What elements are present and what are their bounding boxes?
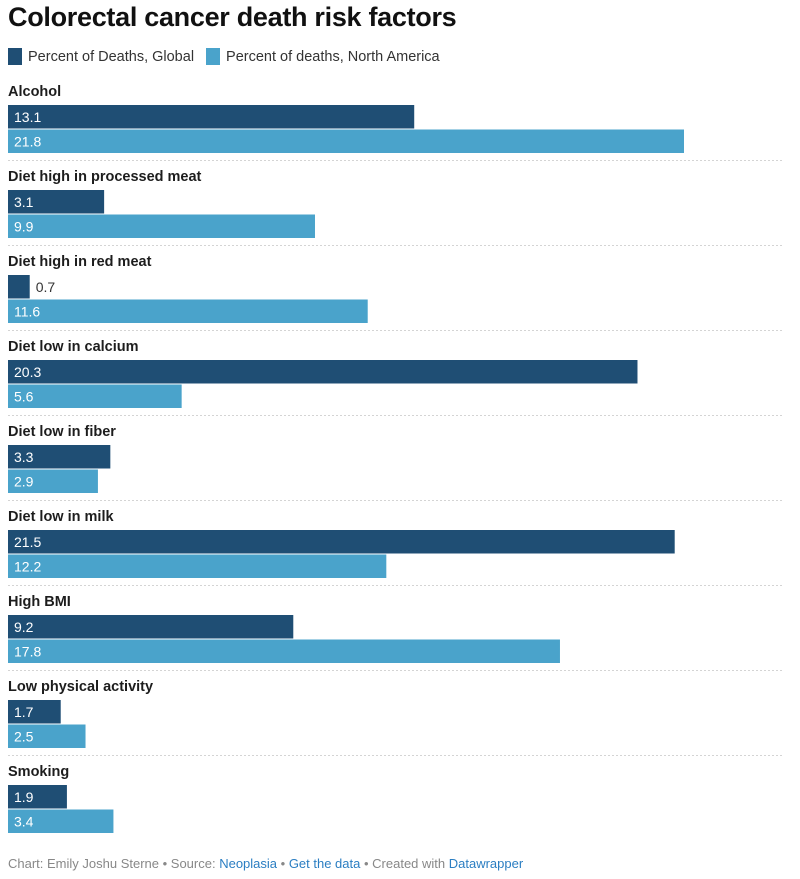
value-label-alcohol-north-america: 21.8 bbox=[14, 134, 41, 150]
source-link[interactable]: Neoplasia bbox=[219, 856, 278, 871]
footer-credit: Chart: Emily Joshu Sterne • Source: bbox=[8, 856, 220, 871]
legend: Percent of Deaths, Global Percent of dea… bbox=[8, 48, 452, 65]
value-label-high-bmi-global: 9.2 bbox=[14, 619, 34, 635]
value-label-high-bmi-north-america: 17.8 bbox=[14, 644, 41, 660]
category-label-diet-high-in-processed-meat: Diet high in processed meat bbox=[8, 169, 202, 185]
bar-diet-low-in-calcium-global[interactable] bbox=[8, 360, 638, 384]
bar-smoking-north-america[interactable] bbox=[8, 809, 114, 834]
footer-created-with: • Created with bbox=[360, 856, 449, 871]
value-label-low-physical-activity-global: 1.7 bbox=[14, 704, 34, 720]
bar-diet-low-in-fiber-global[interactable] bbox=[8, 445, 111, 469]
value-label-diet-high-in-processed-meat-north-america: 9.9 bbox=[14, 219, 34, 235]
value-label-alcohol-global: 13.1 bbox=[14, 109, 41, 125]
legend-swatch-global bbox=[8, 48, 22, 65]
value-label-diet-low-in-milk-global: 21.5 bbox=[14, 534, 41, 550]
bar-diet-high-in-processed-meat-north-america[interactable] bbox=[8, 214, 315, 239]
bar-high-bmi-global[interactable] bbox=[8, 615, 294, 639]
datawrapper-link[interactable]: Datawrapper bbox=[448, 856, 524, 871]
category-label-diet-low-in-milk: Diet low in milk bbox=[8, 509, 114, 525]
bar-diet-high-in-processed-meat-global[interactable] bbox=[8, 190, 105, 214]
bar-alcohol-north-america[interactable] bbox=[8, 129, 684, 154]
bar-diet-low-in-calcium-north-america[interactable] bbox=[8, 384, 182, 409]
legend-label-global: Percent of Deaths, Global bbox=[28, 48, 195, 65]
bar-diet-low-in-milk-global[interactable] bbox=[8, 530, 675, 554]
value-label-diet-low-in-milk-north-america: 12.2 bbox=[14, 559, 41, 575]
bar-diet-high-in-red-meat-north-america[interactable] bbox=[8, 299, 368, 324]
value-label-smoking-global: 1.9 bbox=[14, 789, 34, 805]
legend-item-global: Percent of Deaths, Global bbox=[8, 48, 194, 65]
value-label-diet-low-in-calcium-north-america: 5.6 bbox=[14, 389, 34, 405]
value-label-diet-low-in-fiber-north-america: 2.9 bbox=[14, 474, 34, 490]
bar-diet-high-in-red-meat-global[interactable] bbox=[8, 275, 30, 299]
bar-diet-low-in-fiber-north-america[interactable] bbox=[8, 469, 98, 494]
category-label-diet-low-in-calcium: Diet low in calcium bbox=[8, 339, 139, 355]
value-label-diet-high-in-red-meat-north-america: 11.6 bbox=[14, 304, 40, 320]
category-label-diet-high-in-red-meat: Diet high in red meat bbox=[8, 254, 152, 270]
category-label-high-bmi: High BMI bbox=[8, 594, 71, 610]
legend-label-north-america: Percent of deaths, North America bbox=[226, 48, 440, 65]
chart-title: Colorectal cancer death risk factors bbox=[8, 2, 457, 32]
value-label-diet-low-in-calcium-global: 20.3 bbox=[14, 364, 41, 380]
bar-high-bmi-north-america[interactable] bbox=[8, 639, 560, 664]
value-label-diet-high-in-red-meat-global: 0.7 bbox=[36, 279, 56, 295]
bar-chart: Alcohol 13.1 21.8 Diet high in processed me… bbox=[8, 84, 783, 834]
value-label-low-physical-activity-north-america: 2.5 bbox=[14, 729, 34, 745]
value-label-diet-high-in-processed-meat-global: 3.1 bbox=[14, 194, 34, 210]
bar-low-physical-activity-north-america[interactable] bbox=[8, 724, 86, 749]
chart-footer: Chart: Emily Joshu Sterne • Source: Neop… bbox=[8, 856, 523, 871]
get-data-link[interactable]: Get the data bbox=[288, 856, 361, 871]
category-label-low-physical-activity: Low physical activity bbox=[8, 679, 153, 695]
legend-swatch-north-america bbox=[206, 48, 221, 65]
value-label-diet-low-in-fiber-global: 3.3 bbox=[14, 449, 34, 465]
category-label-alcohol: Alcohol bbox=[8, 84, 61, 100]
value-label-smoking-north-america: 3.4 bbox=[14, 814, 34, 830]
bar-low-physical-activity-global[interactable] bbox=[8, 700, 61, 724]
legend-item-north-america: Percent of deaths, North America bbox=[206, 48, 440, 65]
category-label-diet-low-in-fiber: Diet low in fiber bbox=[8, 424, 116, 440]
category-label-smoking: Smoking bbox=[8, 764, 69, 780]
bar-diet-low-in-milk-north-america[interactable] bbox=[8, 554, 387, 579]
footer-separator: • bbox=[277, 856, 289, 871]
bar-smoking-global[interactable] bbox=[8, 785, 67, 809]
bar-alcohol-global[interactable] bbox=[8, 105, 415, 129]
